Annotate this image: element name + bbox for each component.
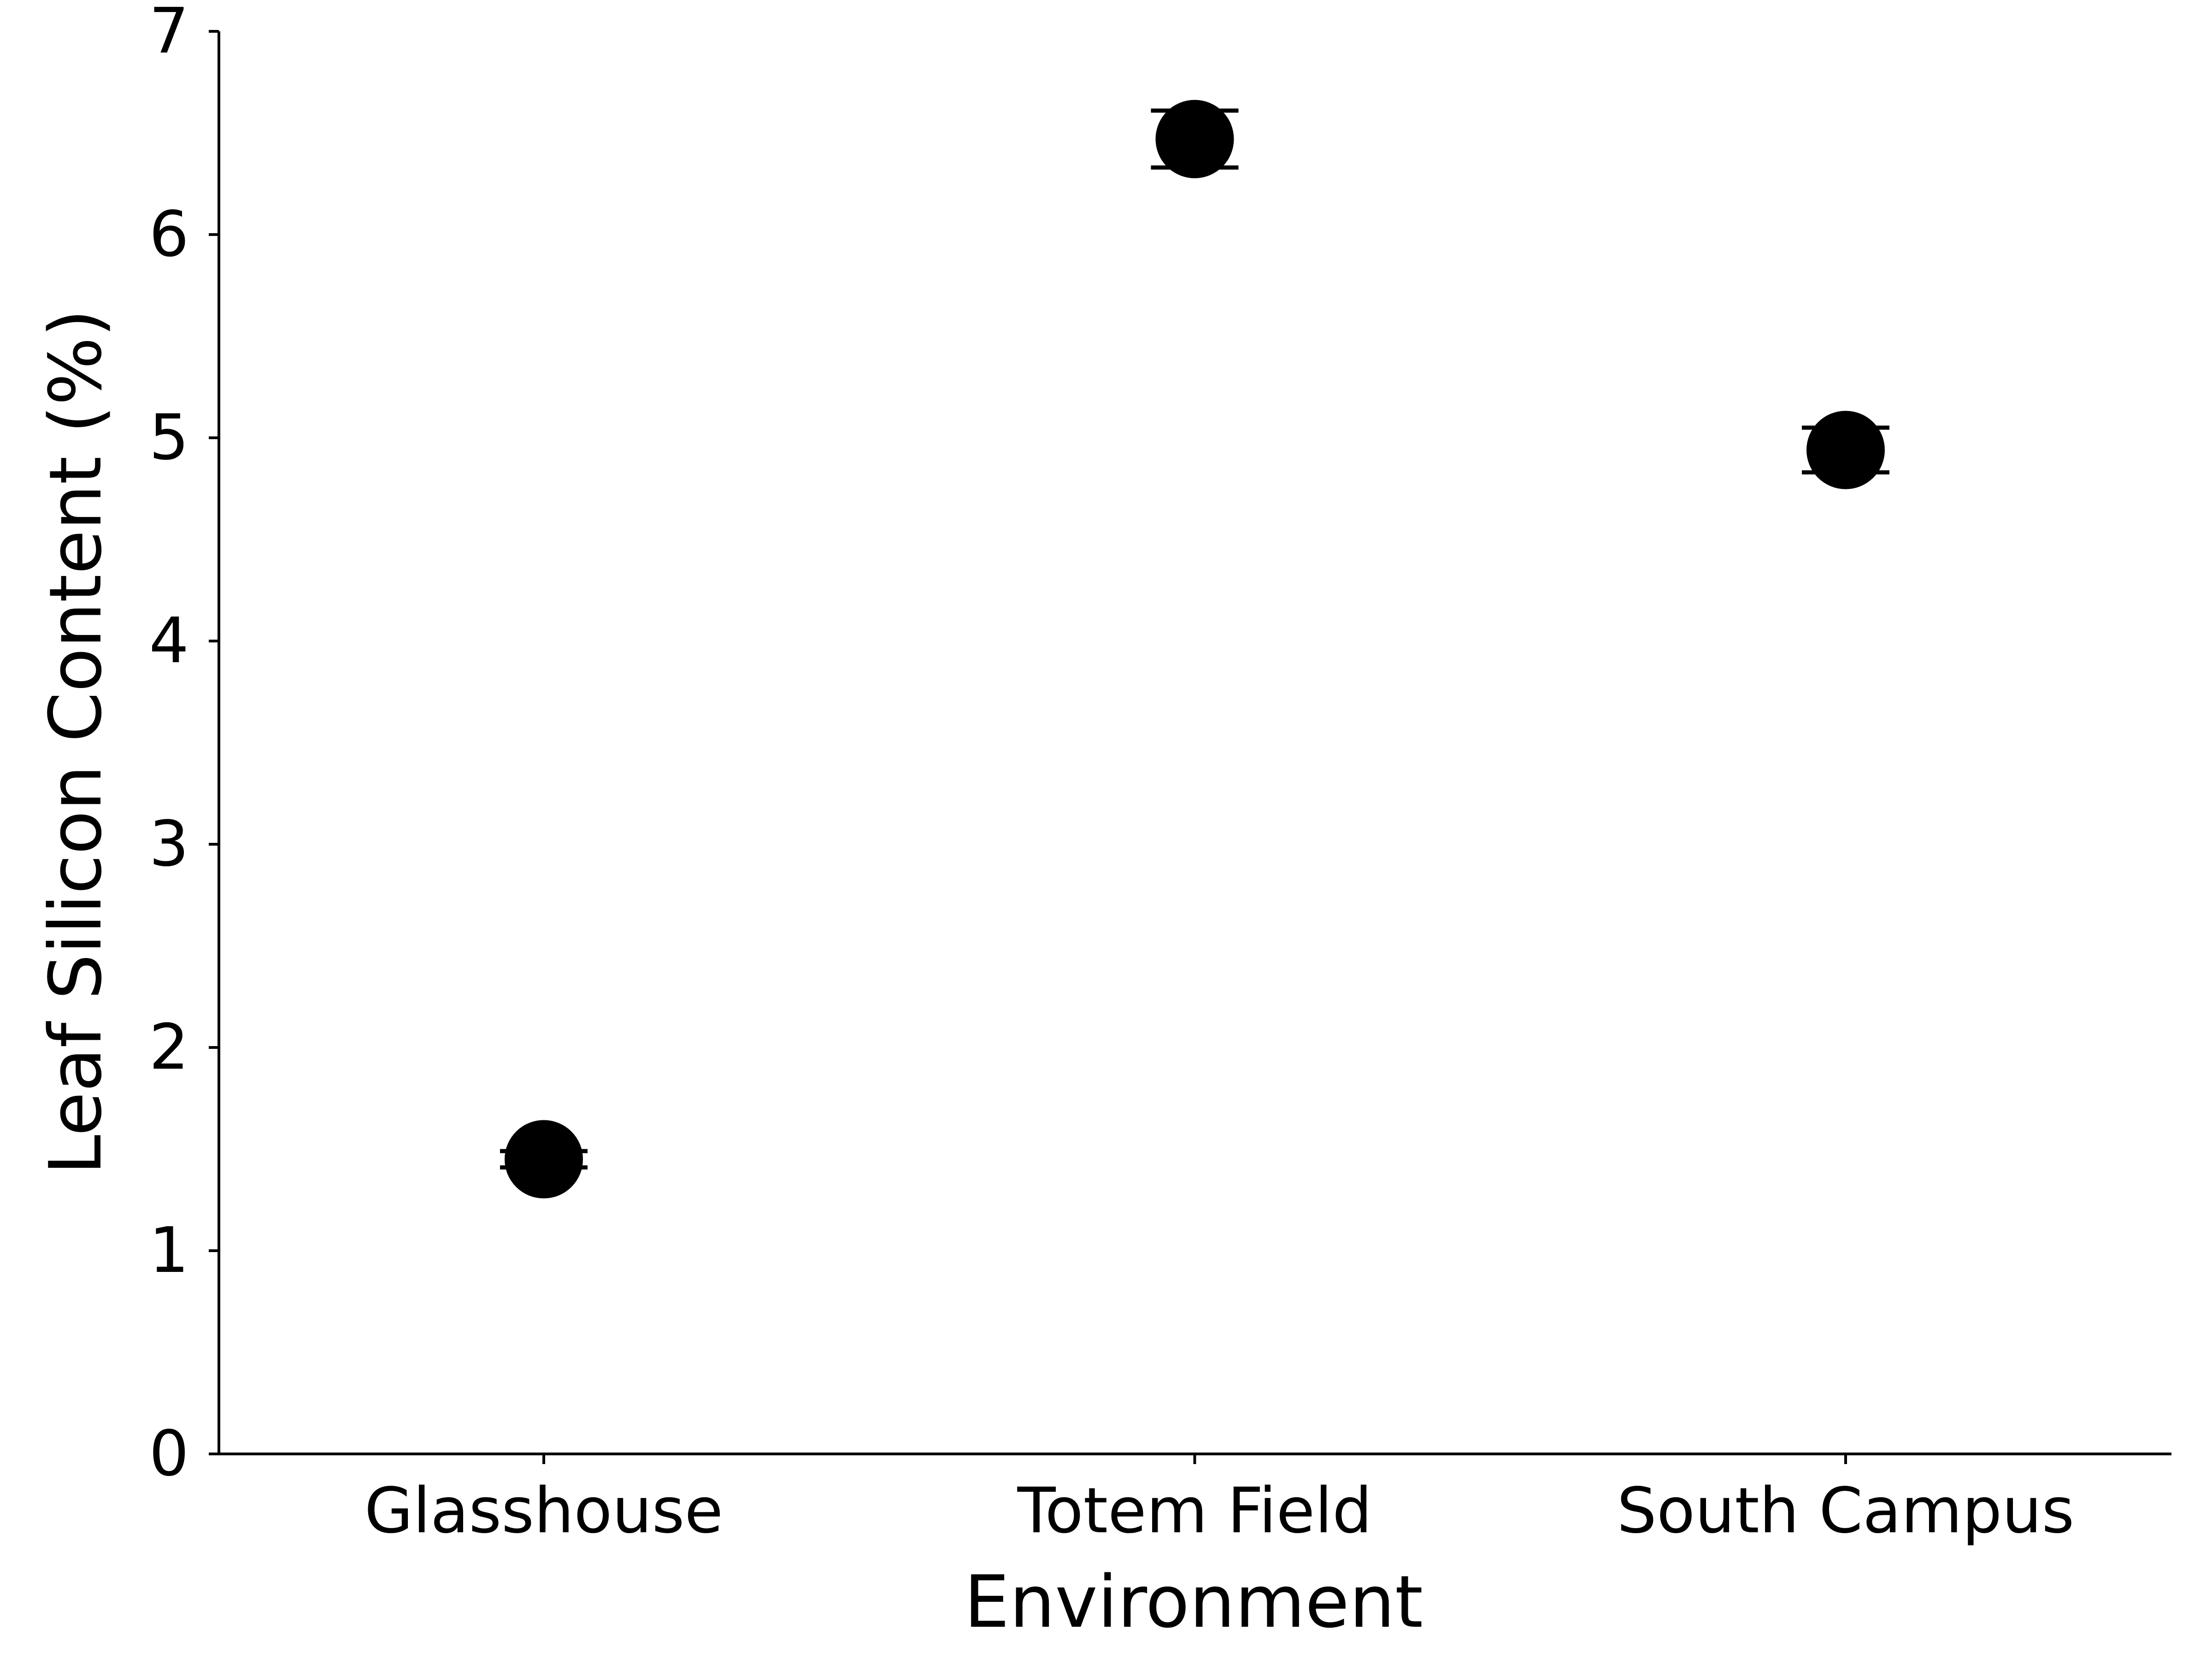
y-tick-label: 4 (149, 605, 189, 677)
x-tick-label: South Campus (1617, 1475, 2075, 1547)
data-marks (500, 100, 1889, 1199)
data-point (1806, 411, 1885, 489)
data-point (1155, 100, 1234, 178)
data-point-group (1802, 411, 1889, 489)
y-tick-label: 0 (149, 1418, 189, 1490)
y-tick-label: 6 (149, 198, 189, 271)
x-ticks: Glasshouse Totem Field South Campus (365, 1454, 2075, 1547)
data-point (505, 1120, 583, 1199)
y-tick-label: 3 (149, 808, 189, 881)
y-axis-title: Leaf Silicon Content (%) (34, 309, 118, 1175)
x-tick-label: Glasshouse (365, 1475, 723, 1547)
y-tick-label: 2 (149, 1011, 189, 1084)
data-point-group (1151, 100, 1239, 178)
x-tick-label: Totem Field (1017, 1475, 1372, 1547)
data-point-group (500, 1120, 588, 1199)
x-axis-title: Environment (964, 1560, 1423, 1644)
y-tick-label: 7 (149, 0, 189, 68)
y-tick-label: 5 (149, 401, 189, 474)
y-tick-label: 1 (149, 1214, 189, 1287)
y-ticks: 0 1 2 3 4 5 6 7 (149, 0, 219, 1490)
